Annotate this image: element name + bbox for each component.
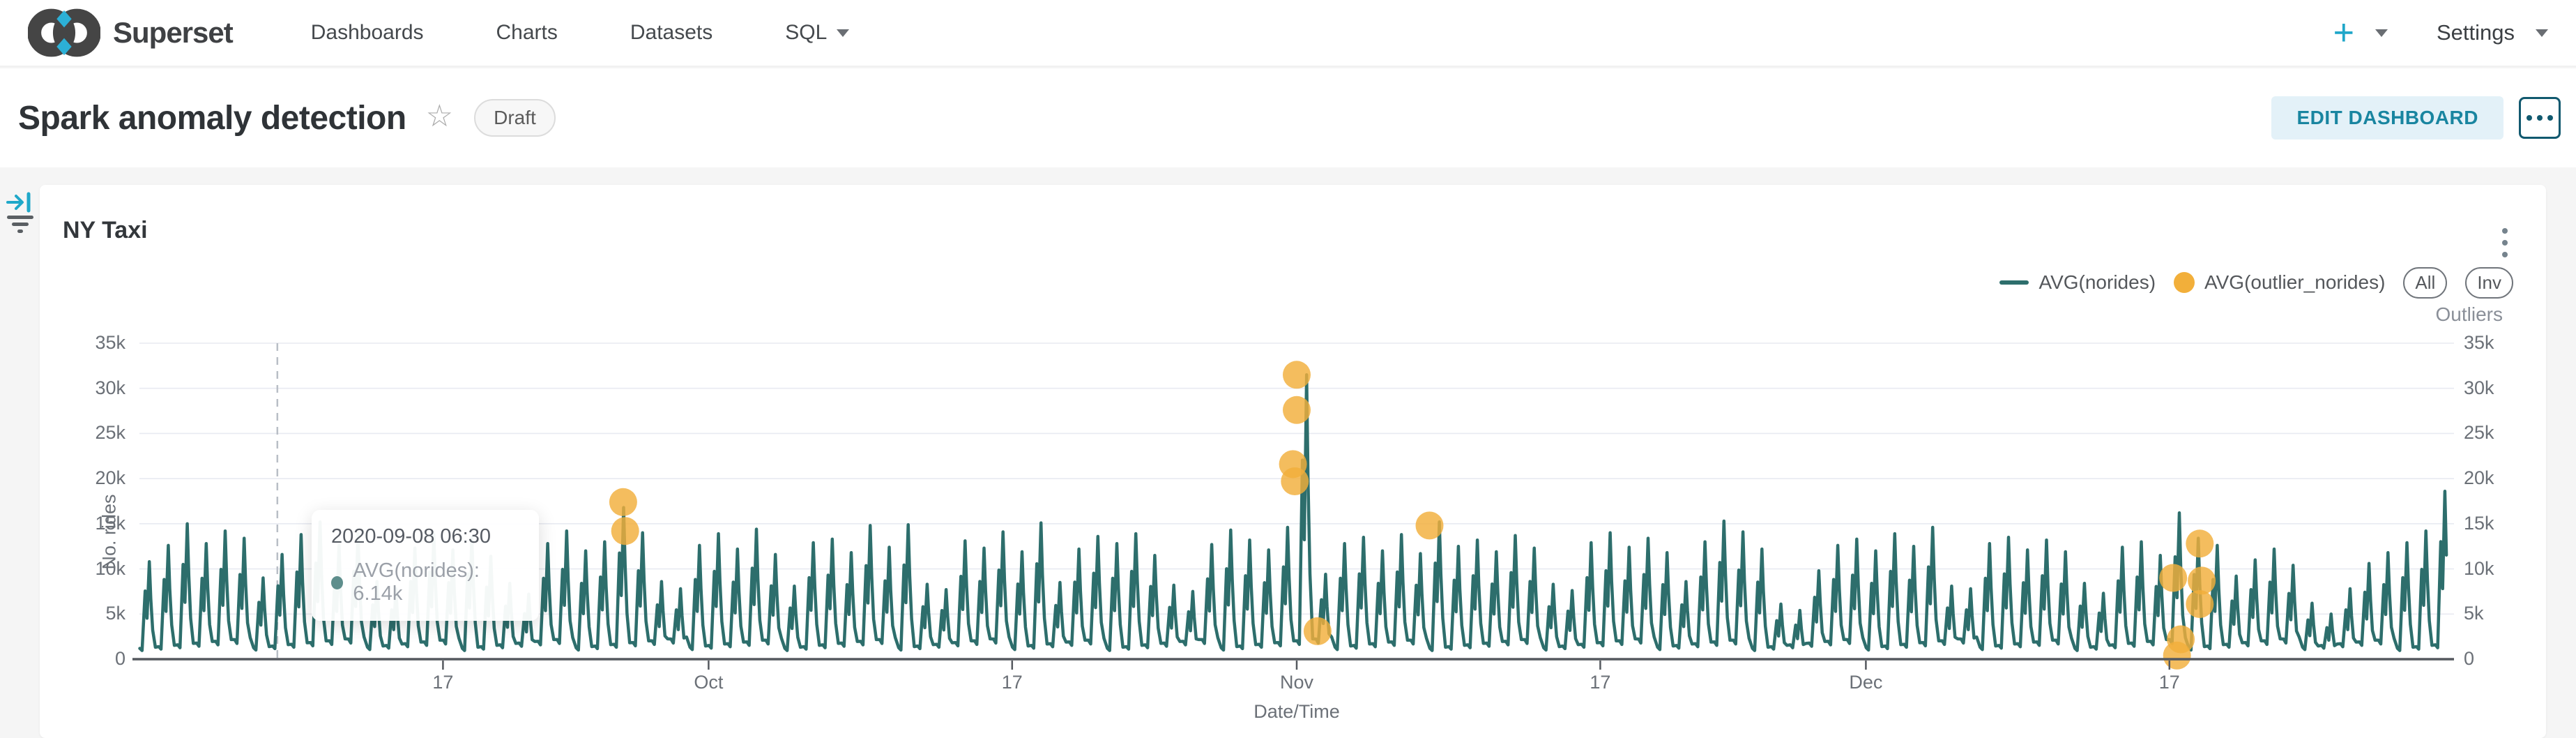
chevron-down-icon [837,29,850,37]
outliers-inv-button[interactable]: Inv [2465,266,2513,299]
filter-rail [0,167,40,738]
chart-card-ny-taxi: NY Taxi AVG(norides) AVG(outlier_norides)… [40,185,2546,738]
x-axis-tick-label: Nov [1279,672,1313,693]
nav-item-datasets[interactable]: Datasets [630,21,713,44]
outlier-point [611,517,639,545]
outlier-point [2188,566,2216,595]
chart-tooltip: 2020-09-08 06:30 AVG(norides): 6.14k [312,510,539,621]
settings-label: Settings [2436,20,2515,45]
y-axis-tick-label: 5k [105,603,125,624]
chevron-down-icon [2375,29,2388,37]
legend-item[interactable]: AVG(norides) [1999,271,2156,294]
x-axis-title: Date/Time [1253,701,1340,722]
expand-filters-icon[interactable] [6,190,33,218]
nav-item-charts[interactable]: Charts [496,21,558,44]
chevron-down-icon [2536,29,2548,37]
tooltip-date: 2020-09-08 06:30 [331,525,491,548]
draft-badge: Draft [474,99,556,137]
brand-name: Superset [113,16,234,49]
outlier-point [2186,529,2214,558]
y-axis-tick-label: 10k [95,557,125,579]
more-options-button[interactable] [2519,97,2561,139]
plus-icon[interactable]: + [2333,13,2354,53]
new-item-dropdown[interactable]: + [2333,15,2388,51]
x-axis-tick-label: 17 [1001,672,1023,693]
x-axis-tick-label: Dec [1849,672,1883,693]
outlier-point [609,488,637,516]
legend-label: AVG(norides) [2038,271,2156,293]
y-axis-tick-label: 35k [95,332,125,353]
right-y-axis-tick-label: 0 [2464,648,2475,669]
outlier-point [2163,641,2191,670]
outlier-point [2186,590,2214,618]
y-axis-tick-label: 0 [114,648,125,669]
settings-dropdown[interactable]: Settings [2437,20,2548,45]
chart-title: NY Taxi [63,217,148,243]
nav-menu: Dashboards Charts Datasets SQL [275,0,886,66]
superset-logo[interactable]: Superset [28,7,234,59]
right-y-axis-tick-label: 10k [2464,557,2494,579]
timeseries-plot[interactable] [40,185,2546,738]
right-y-axis-tick-label: 35k [2464,332,2494,353]
dashboard-header: Spark anomaly detection ☆ Draft EDIT DAS… [0,68,2576,167]
favorite-star-icon[interactable]: ☆ [425,98,454,133]
legend-line-swatch [1999,280,2029,285]
right-y-axis-tick-label: 15k [2464,512,2494,534]
chart-legend: AVG(norides) AVG(outlier_norides) All Inv [1999,266,2513,299]
top-navbar: Superset Dashboards Charts Datasets SQL + S… [0,0,2576,67]
right-y-axis-tick-label: 5k [2464,603,2484,624]
edit-dashboard-button[interactable]: EDIT DASHBOARD [2271,96,2503,140]
outlier-point [1303,617,1332,645]
x-axis-tick-label: 17 [432,672,454,693]
left-axis-title: No. rides [98,494,120,570]
outliers-all-button[interactable]: All [2403,266,2448,299]
x-axis-tick-label: 17 [2158,672,2180,693]
filter-funnel-icon[interactable] [6,213,35,239]
outlier-point [1283,361,1311,389]
y-axis-tick-label: 20k [95,467,125,489]
outlier-point [1281,467,1309,495]
right-y-axis-tick-label: 25k [2464,422,2494,444]
x-axis-tick-label: 17 [1590,672,1611,693]
right-y-axis-tick-label: 30k [2464,377,2494,398]
outlier-point [2159,564,2188,592]
legend-label: AVG(outlier_norides) [2204,271,2386,293]
y-axis-tick-label: 15k [95,512,125,534]
tooltip-value: AVG(norides): 6.14k [353,559,480,605]
outlier-point [1415,511,1444,540]
right-y-axis-tick-label: 20k [2464,467,2494,489]
y-axis-tick-label: 25k [95,422,125,444]
nav-item-sql[interactable]: SQL [749,0,885,66]
tooltip-series-dot [331,575,344,589]
nav-item-dashboards[interactable]: Dashboards [310,21,424,44]
page-title: Spark anomaly detection [18,99,406,137]
outlier-point [1283,396,1311,424]
x-axis-tick-label: Oct [694,672,724,693]
legend-dot-swatch [2174,272,2195,293]
right-axis-title: Outliers [2435,303,2503,325]
superset-infinity-icon [28,8,100,57]
legend-item[interactable]: AVG(outlier_norides) [2174,271,2385,294]
chart-kebab-menu-icon[interactable] [2499,225,2510,260]
y-axis-tick-label: 30k [95,377,125,398]
